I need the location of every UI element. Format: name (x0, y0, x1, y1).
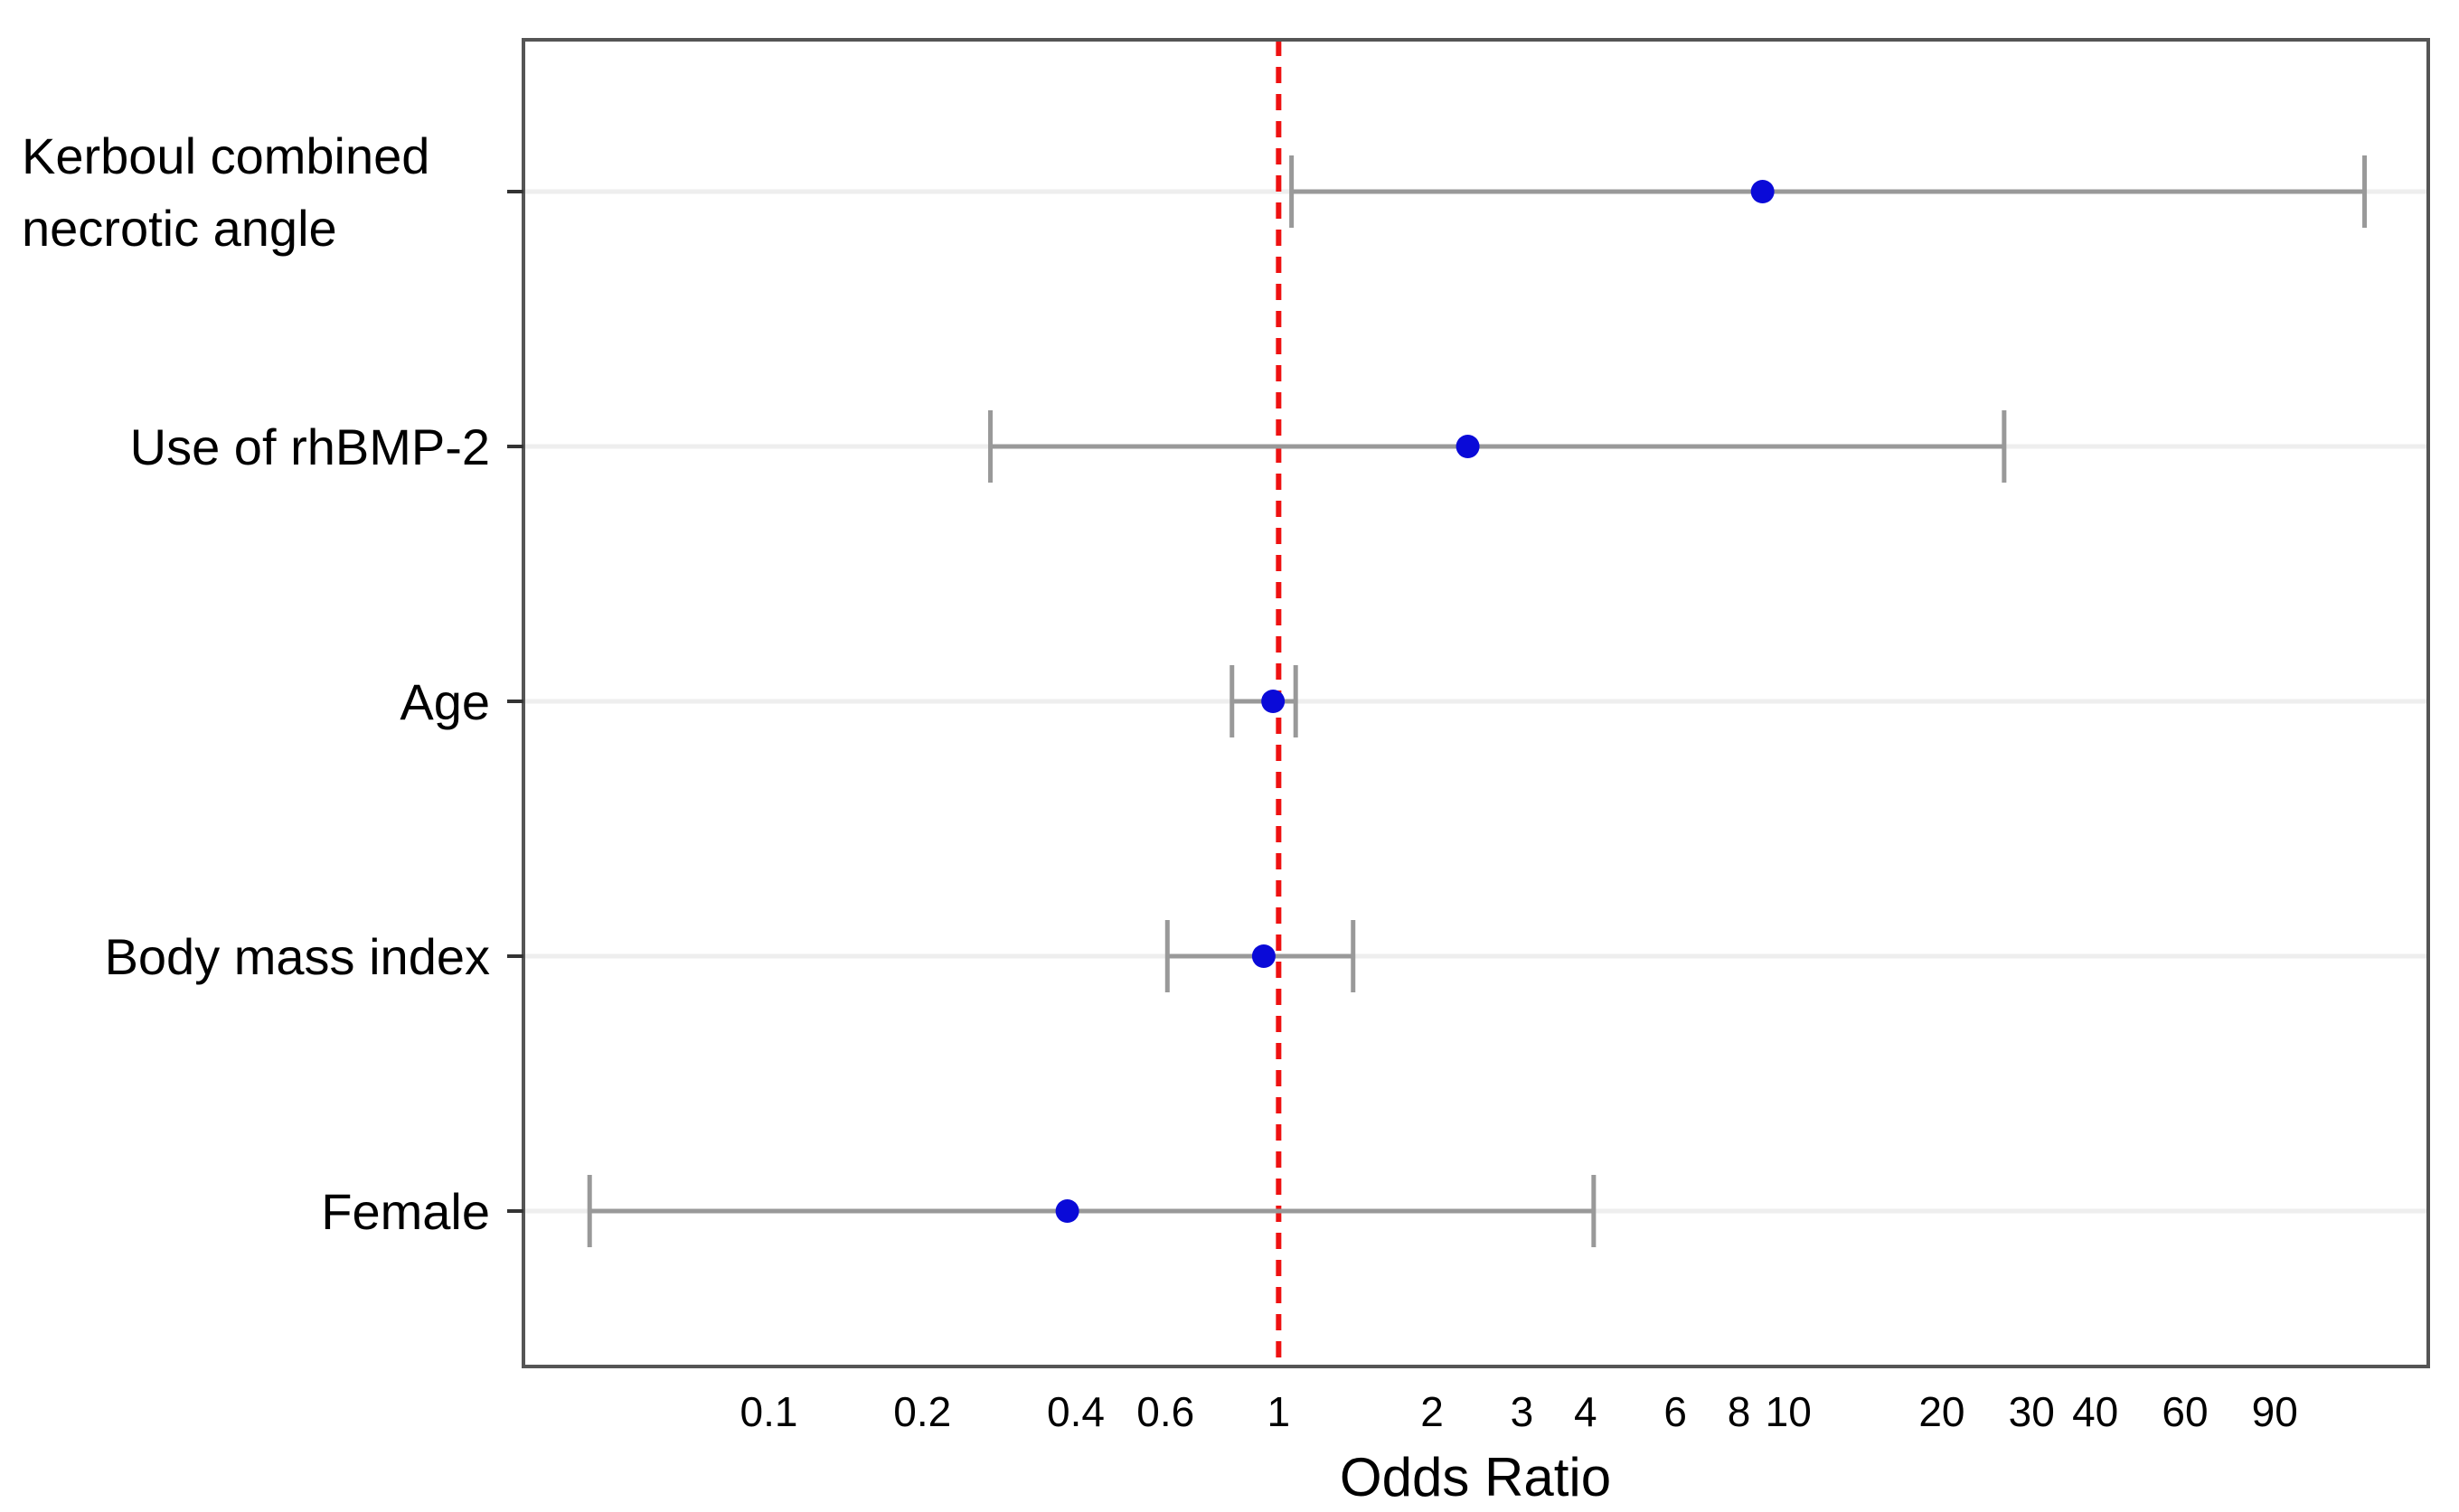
x-tick-label: 40 (2072, 1388, 2118, 1435)
x-tick-label: 60 (2162, 1388, 2208, 1435)
row-label: Kerboul combined (22, 127, 429, 184)
row-label: Female (321, 1183, 490, 1240)
y-axis-ticks (507, 190, 523, 1213)
row-label: Age (400, 673, 490, 730)
x-tick-label: 8 (1728, 1388, 1751, 1435)
confidence-intervals (587, 155, 2368, 1247)
x-tick-label: 0.4 (1047, 1388, 1105, 1435)
x-tick-label: 0.1 (740, 1388, 798, 1435)
x-axis-tick-labels: 0.1 0.2 0.4 0.6 1 2 3 4 6 8 10 20 30 40 60 90 (740, 1388, 2298, 1435)
odds-ratio-point (1261, 690, 1286, 713)
x-tick-label: 30 (2009, 1388, 2055, 1435)
odds-ratio-point (1750, 180, 1775, 203)
row-label: Body mass index (105, 928, 490, 985)
x-axis-title: Odds Ratio (1340, 1447, 1611, 1507)
x-tick-label: 10 (1766, 1388, 1812, 1435)
x-tick-label: 1 (1267, 1388, 1291, 1435)
row-label: necrotic angle (22, 200, 337, 257)
x-tick-label: 2 (1420, 1388, 1444, 1435)
y-axis-labels: Kerboul combined necrotic angle Use of rhB… (22, 127, 490, 1240)
gridlines (523, 189, 2428, 1214)
odds-ratio-point (1251, 944, 1276, 968)
odds-ratio-point (1055, 1199, 1079, 1223)
x-tick-label: 20 (1918, 1388, 1964, 1435)
x-tick-label: 0.6 (1136, 1388, 1194, 1435)
x-tick-label: 6 (1663, 1388, 1687, 1435)
x-tick-label: 90 (2252, 1388, 2298, 1435)
odds-ratio-point (1456, 435, 1480, 458)
x-tick-label: 0.2 (893, 1388, 951, 1435)
x-tick-label: 3 (1511, 1388, 1534, 1435)
x-tick-label: 4 (1574, 1388, 1597, 1435)
odds-ratio-points (1055, 180, 1775, 1223)
row-label: Use of rhBMP-2 (130, 418, 490, 475)
